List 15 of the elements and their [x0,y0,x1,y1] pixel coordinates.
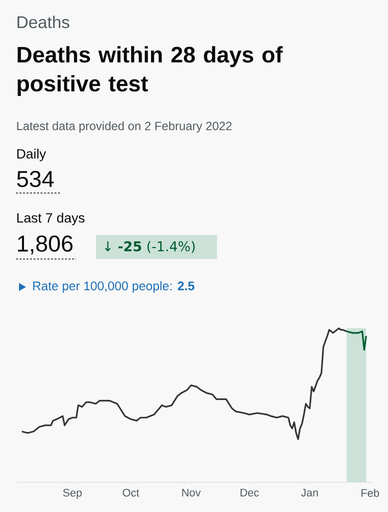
text: Deaths [18,16,70,28]
x-tick-label: Feb [362,488,380,497]
x-tick-label: Oct [122,488,140,497]
x-tick-label: Nov [182,488,201,496]
x-tick-label: Dec [240,488,259,496]
chart-title: Deaths within 28 days of positive test [18,46,283,96]
text: 534 [17,170,54,188]
text: Rate per 100,000 people: 2.5 [33,281,194,293]
x-tick-label: Sep [63,488,82,499]
text: Latest data provided on 2 February 2022 [17,121,232,133]
text: Last 7 days [17,212,84,226]
text: Daily [17,148,46,162]
text: ↓ -25 (-1.4%) [104,241,195,253]
x-tick-label: Jan [301,488,318,496]
text: 1,806 [18,236,73,254]
